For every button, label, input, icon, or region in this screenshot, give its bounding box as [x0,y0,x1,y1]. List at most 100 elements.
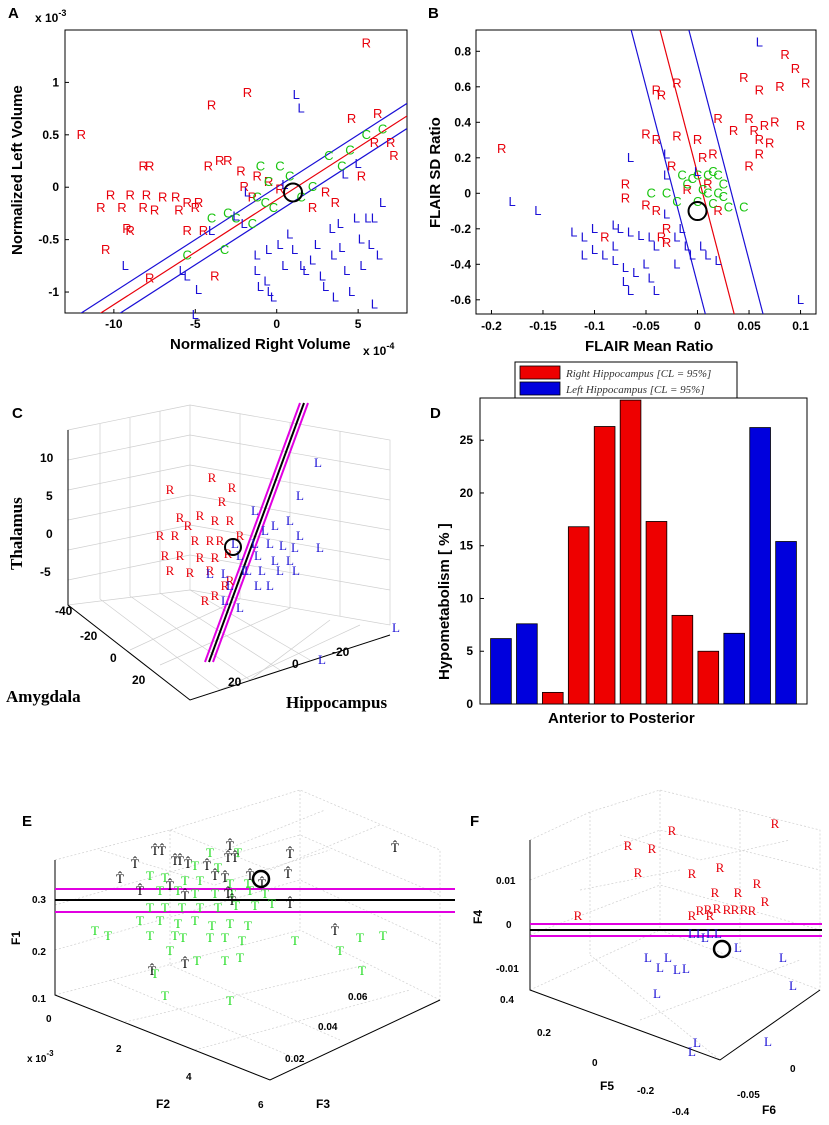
panel-e-point-T: T [226,876,234,891]
panel-label-b: B [428,5,439,22]
panel-e-point-T: T [146,928,154,943]
panel-c-point-L: L [244,563,252,578]
panel-d-bar-4 [567,526,590,705]
panel-b-point-C: C [677,168,686,183]
panel-e-point-T: T [171,928,179,943]
panel-f-point-R: R [688,866,697,881]
panel-e-point-T: T [179,930,187,945]
panel-c-point-R: R [218,494,227,509]
panel-c-ytick-2: -20 [332,645,350,659]
panel-b-point-R: R [667,159,676,174]
panel-a-point-L: L [179,263,186,278]
panel-a-point-R: R [174,202,183,217]
panel-a-point-L: L [348,284,355,299]
panel-c-point-L: L [236,548,244,563]
panel-d-ytick-label: 15 [460,539,474,553]
panel-b-point-R: R [662,235,671,250]
panel-e-point-T: T [244,918,252,933]
panel-f-point-R: R [771,816,780,831]
panel-b-point-L: L [678,221,685,236]
panel-a-fit-lines [80,102,407,313]
panel-c-point-R: R [201,593,210,608]
panel-b-point-L: L [673,256,680,271]
panel-a-point-L: L [281,177,288,192]
panel-c-ztick-2: 0 [46,527,53,541]
panel-e-point-T: T [246,883,254,898]
panel-a-point-C: C [378,122,387,137]
panel-b-xtick-label: 0 [694,319,701,333]
panel-e-point-That: T̂ [151,843,159,858]
panel-b-xtick-label: 0.1 [792,319,809,333]
panel-a-fit-upper [80,102,407,313]
panel-e-point-T: T [178,900,186,915]
panel-a-xexp-pow: -4 [386,341,394,351]
panel-c-point-L: L [231,536,239,551]
panel-f-point-L: L [764,1034,772,1049]
panel-f-point-R: R [761,894,770,909]
panel-a-ytick-label: 0 [52,180,59,194]
panel-a-point-L: L [355,156,362,171]
panel-f-point-R: R [648,841,657,856]
panel-b-point-L: L [684,239,691,254]
panel-e-point-T: T [174,883,182,898]
panel-d-bar-3 [542,691,564,705]
panel-b-point-R: R [652,132,661,147]
panel-a-point-R: R [96,200,105,215]
panel-c-point-L: L [279,538,287,553]
panel-b-point-R: R [760,118,769,133]
panel-a-point-L: L [299,258,306,273]
panel-c-xtick-0: -40 [55,604,73,618]
panel-b-point-R: R [713,203,722,218]
panel-c-point-R: R [216,533,225,548]
panel-a-point-C: C [182,247,191,262]
panel-c-point-R: R [171,528,180,543]
panel-b-point-R: R [652,203,661,218]
panel-a-point-R: R [357,169,366,184]
panel-f-zlabel: F4 [471,910,485,924]
panel-a-point-R: R [145,270,154,285]
panel-b-point-C: C [646,185,655,200]
panel-f-point-L: L [789,978,797,993]
panel-c-point-L: L [236,600,244,615]
panel-b-point-C: C [662,185,671,200]
panel-e-point-T: T [244,876,252,891]
panel-e-point-T: T [136,913,144,928]
panel-b-point-R: R [739,70,748,85]
panel-b-point-L: L [581,230,588,245]
panel-a-point-R: R [194,195,203,210]
panel-b-point-R: R [672,75,681,90]
panel-a-point-L: L [276,237,283,252]
panel-b-point-C: C [719,176,728,191]
panel-a-point-L: L [319,268,326,283]
panel-e-point-T: T [236,950,244,965]
panel-a-point-R: R [223,153,232,168]
panel-b-point-R: R [775,79,784,94]
panel-b-point-R: R [770,114,779,129]
panel-a-fit-lower [119,128,407,313]
panel-e-point-That: T̂ [116,871,124,886]
panel-c-xlabel: Amygdala [6,687,81,706]
panel-b-point-R: R [683,182,692,197]
panel-a-point-L: L [232,209,239,224]
panel-c-point-L: L [286,513,294,528]
panel-a-point-R: R [182,223,191,238]
panel-b-point-R: R [657,88,666,103]
panel-e-point-T: T [104,928,112,943]
panel-e-point-That: T̂ [136,883,144,898]
panel-f-point-R: R [668,823,677,838]
panel-f-point-R: R [574,908,583,923]
panel-b-point-C: C [739,200,748,215]
panel-a-point-C: C [220,242,229,257]
panel-b-point-R: R [698,150,707,165]
panel-e-point-T: T [206,845,214,860]
panel-b-point-L: L [689,247,696,262]
panel-a-point-L: L [298,101,305,116]
panel-a-point-L: L [281,258,288,273]
panel-a-point-L: L [328,221,335,236]
panel-b-patient-marker [687,201,708,222]
panel-e-point-That: T̂ [211,868,219,883]
panel-e-point-That: T̂ [131,856,139,871]
